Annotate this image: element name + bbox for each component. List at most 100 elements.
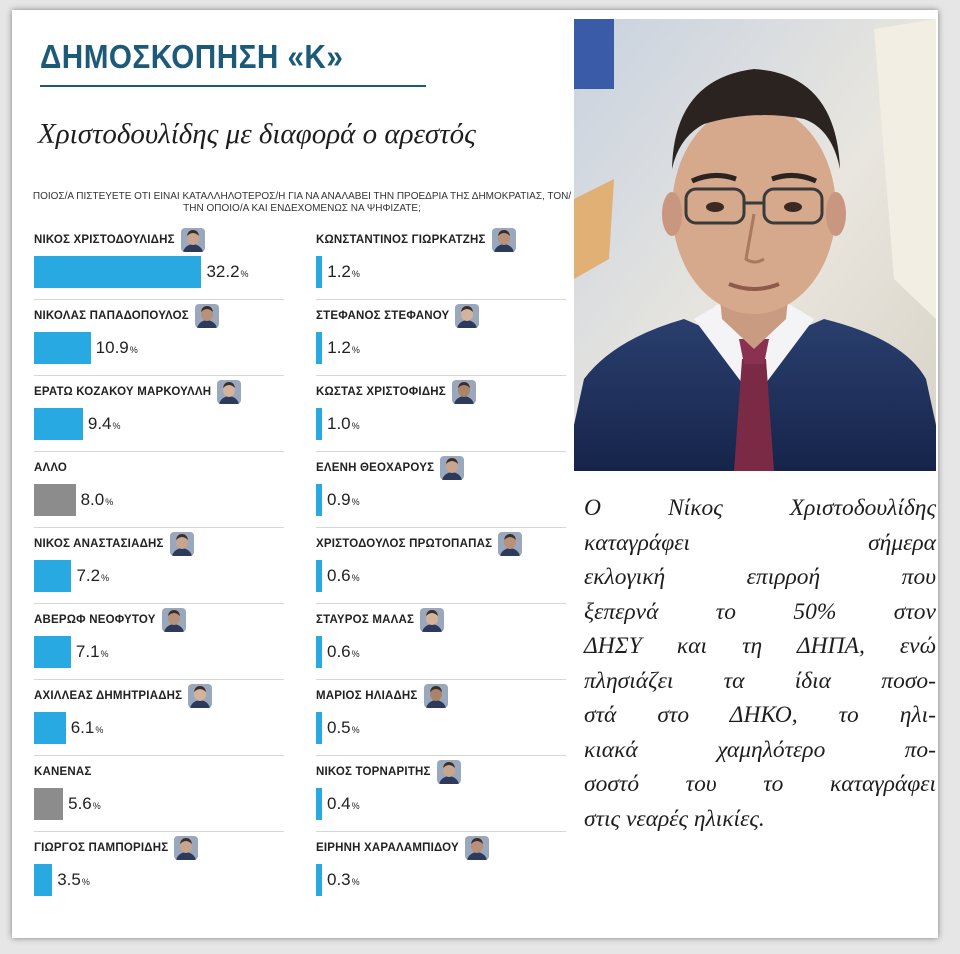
candidate-name: ΚΩΝΣΤΑΝΤΙΝΟΣ ΓΙΩΡΚΑΤΖΗΣ (316, 234, 486, 246)
bar (316, 788, 322, 820)
caption-line: εκλογική επιρροή που (584, 564, 936, 590)
chart-entry: ΣΤΕΦΑΝΟΣ ΣΤΕΦΑΝΟΥ 1.2% (316, 300, 566, 376)
data-label: 0.5% (327, 718, 360, 738)
data-label-value: 0.3 (327, 870, 351, 889)
bar (34, 484, 76, 516)
chart-entry: ΣΤΑΥΡΟΣ ΜΑΛΑΣ 0.6% (316, 604, 566, 680)
data-label-unit: % (81, 877, 90, 887)
bar (316, 712, 322, 744)
data-label-unit: % (92, 801, 101, 811)
caption-line: ΔΗΣΥ και τη ΔΗΠΑ, ενώ (584, 633, 936, 659)
bar (34, 256, 202, 288)
bar (34, 788, 64, 820)
candidate-name: ΚΩΣΤΑΣ ΧΡΙΣΤΟΦΙΔΗΣ (316, 386, 446, 398)
chart-entry: ΚΑΝΕΝΑΣ 5.6% (34, 756, 284, 832)
headline: Χριστοδουλίδης με διαφορά ο αρεστός (38, 118, 476, 150)
data-label-unit: % (95, 725, 104, 735)
portrait-thumbnail-icon (195, 304, 219, 328)
data-label: 0.3% (327, 870, 360, 890)
chart-entry: ΕΛΕΝΗ ΘΕΟΧΑΡΟΥΣ 0.9% (316, 452, 566, 528)
data-label-unit: % (351, 421, 360, 431)
data-label: 1.2% (327, 262, 360, 282)
chart-entry: ΝΙΚΟΣ ΧΡΙΣΤΟΔΟΥΛΙΔΗΣ 32.2% (34, 224, 284, 300)
candidate-name: ΑΧΙΛΛΕΑΣ ΔΗΜΗΤΡΙΑΔΗΣ (34, 690, 183, 702)
data-label-unit: % (112, 421, 121, 431)
bar (34, 712, 66, 744)
data-label-unit: % (105, 497, 114, 507)
data-label-unit: % (351, 725, 360, 735)
caption-line: στις νεαρές ηλικίες. (584, 805, 765, 832)
data-label-value: 8.0 (80, 490, 105, 509)
bar (34, 636, 71, 668)
caption-line: στά στο ΔΗΚΟ, το ηλι- (584, 702, 936, 728)
portrait-thumbnail-icon (455, 304, 479, 328)
bar (316, 560, 322, 592)
title-underline (40, 85, 426, 87)
data-label: 7.1% (76, 642, 109, 662)
data-label-unit: % (351, 649, 360, 659)
portrait-thumbnail-icon (174, 836, 198, 860)
data-label-value: 0.4 (327, 794, 351, 813)
candidate-name: ΝΙΚΟΛΑΣ ΠΑΠΑΔΟΠΟΥΛΟΣ (34, 310, 189, 322)
portrait-thumbnail-icon (170, 532, 194, 556)
candidate-name: ΕΡΑΤΩ ΚΟΖΑΚΟΥ ΜΑΡΚΟΥΛΛΗ (34, 386, 212, 398)
data-label: 3.5% (57, 870, 90, 890)
candidate-name: ΑΛΛΟ (34, 462, 68, 474)
candidate-name: ΕΙΡΗΝΗ ΧΑΡΑΛΑΜΠΙΔΟΥ (316, 842, 459, 854)
chart-column-left: ΝΙΚΟΣ ΧΡΙΣΤΟΔΟΥΛΙΔΗΣ 32.2% ΝΙΚΟΛΑΣ ΠΑΠΑΔΟΠ… (34, 224, 284, 908)
data-label-unit: % (351, 877, 360, 887)
caption-line: σοστό του το καταγράφει (584, 771, 936, 797)
chart-entry: ΚΩΝΣΤΑΝΤΙΝΟΣ ΓΙΩΡΚΑΤΖΗΣ 1.2% (316, 224, 566, 300)
chart-entry: ΑΧΙΛΛΕΑΣ ΔΗΜΗΤΡΙΑΔΗΣ 6.1% (34, 680, 284, 756)
data-label-value: 5.6 (68, 794, 92, 813)
candidate-name: ΝΙΚΟΣ ΧΡΙΣΤΟΔΟΥΛΙΔΗΣ (34, 234, 175, 246)
data-label-unit: % (351, 269, 360, 279)
data-label: 0.9% (327, 490, 360, 510)
portrait-photo (574, 19, 936, 471)
data-label-value: 32.2 (206, 262, 240, 281)
data-label: 32.2% (206, 262, 248, 282)
caption-text: Ο Νίκος Χριστοδουλίδης καταγράφει σήμερα ε… (584, 491, 936, 836)
data-label: 10.9% (96, 338, 138, 358)
portrait-thumbnail-icon (181, 228, 205, 252)
bar (34, 408, 83, 440)
bar (316, 864, 322, 896)
survey-question: ΠΟΙΟΣ/Α ΠΙΣΤΕΥΕΤΕ ΟΤΙ ΕΙΝΑΙ ΚΑΤΑΛΛΗΛΟΤΕΡ… (32, 191, 572, 214)
portrait-thumbnail-icon (437, 760, 461, 784)
candidate-name: ΣΤΑΥΡΟΣ ΜΑΛΑΣ (316, 614, 415, 626)
data-label: 9.4% (88, 414, 121, 434)
bar (316, 636, 322, 668)
candidate-name: ΣΤΕΦΑΝΟΣ ΣΤΕΦΑΝΟΥ (316, 310, 450, 322)
portrait-thumbnail-icon (465, 836, 489, 860)
chart-entry: ΑΛΛΟ 8.0% (34, 452, 284, 528)
chart-entry: ΚΩΣΤΑΣ ΧΡΙΣΤΟΦΙΔΗΣ 1.0% (316, 376, 566, 452)
portrait-thumbnail-icon (440, 456, 464, 480)
portrait-thumbnail-icon (188, 684, 212, 708)
chart-entry: ΜΑΡΙΟΣ ΗΛΙΑΔΗΣ 0.5% (316, 680, 566, 756)
candidate-name: ΚΑΝΕΝΑΣ (34, 766, 92, 778)
data-label-unit: % (101, 573, 110, 583)
data-label-value: 3.5 (57, 870, 81, 889)
bar (316, 256, 323, 288)
candidate-name: ΓΙΩΡΓΟΣ ΠΑΜΠΟΡΙΔΗΣ (34, 842, 169, 854)
data-label-value: 9.4 (87, 414, 112, 433)
poll-label: ΔΗΜΟΣΚΟΠΗΣΗ «Κ» (40, 38, 344, 75)
caption-line: πλησιάζει τα ίδια ποσο- (584, 667, 936, 694)
chart-entry: ΧΡΙΣΤΟΔΟΥΛΟΣ ΠΡΩΤΟΠΑΠΑΣ 0.6% (316, 528, 566, 604)
data-label-value: 0.9 (327, 490, 351, 509)
candidate-name: ΝΙΚΟΣ ΤΟΡΝΑΡΙΤΗΣ (316, 766, 431, 778)
poll-card: ΔΗΜΟΣΚΟΠΗΣΗ «Κ» Χριστοδουλίδης με διαφορ… (12, 10, 938, 938)
candidate-name: ΧΡΙΣΤΟΔΟΥΛΟΣ ΠΡΩΤΟΠΑΠΑΣ (316, 538, 493, 550)
data-label-value: 0.5 (327, 718, 351, 737)
chart-entry: ΕΡΑΤΩ ΚΟΖΑΚΟΥ ΜΑΡΚΟΥΛΛΗ 9.4% (34, 376, 284, 452)
portrait-thumbnail-icon (424, 684, 448, 708)
bar (316, 332, 323, 364)
candidate-name: ΑΒΕΡΩΦ ΝΕΟΦΥΤΟΥ (34, 614, 156, 626)
portrait-thumbnail-icon (498, 532, 522, 556)
data-label-unit: % (240, 269, 249, 279)
data-label: 1.2% (327, 338, 360, 358)
data-label: 5.6% (68, 794, 101, 814)
chart-entry: ΓΙΩΡΓΟΣ ΠΑΜΠΟΡΙΔΗΣ 3.5% (34, 832, 284, 908)
data-label: 0.6% (327, 642, 360, 662)
portrait-thumbnail-icon (452, 380, 476, 404)
